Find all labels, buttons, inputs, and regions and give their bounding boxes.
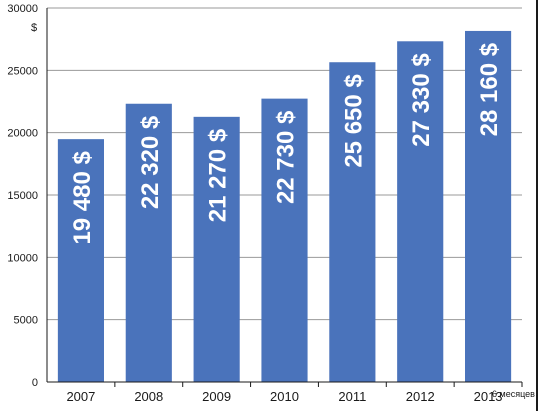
- bar: [193, 116, 240, 383]
- data-label: 25 650 $: [340, 74, 367, 168]
- x-tick-label: 2010: [270, 389, 299, 404]
- x-axis-suffix-label: 6 месяцев: [492, 389, 535, 399]
- bar: [397, 41, 444, 382]
- y-tick-label: 15000: [7, 190, 38, 202]
- data-label: 22 320 $: [137, 115, 164, 209]
- y-tick-label: 25000: [7, 65, 38, 77]
- y-tick-label: 30000: [7, 3, 38, 15]
- x-tick-label: 2011: [338, 389, 366, 404]
- data-label: 21 270 $: [205, 128, 232, 222]
- data-label: 22 730 $: [273, 110, 300, 204]
- y-tick-label: 0: [32, 377, 38, 389]
- data-label: 28 160 $: [476, 42, 503, 136]
- y-tick-label: 20000: [7, 128, 38, 140]
- data-label: 19 480 $: [69, 150, 96, 244]
- x-tick-label: 2008: [134, 389, 163, 404]
- y-tick-label: 5000: [14, 315, 38, 327]
- bar: [329, 62, 376, 382]
- data-label: 27 330 $: [408, 53, 435, 147]
- x-tick-label: 2013: [474, 389, 503, 404]
- x-tick-label: 2007: [66, 389, 95, 404]
- bar: [465, 30, 512, 383]
- bar: [57, 139, 104, 382]
- bar: [261, 98, 308, 383]
- bar: [125, 103, 172, 382]
- x-tick-label: 2009: [202, 389, 231, 404]
- y-axis-unit-label: $: [31, 22, 38, 34]
- x-tick-label: 2012: [406, 389, 435, 404]
- y-tick-label: 10000: [7, 252, 38, 264]
